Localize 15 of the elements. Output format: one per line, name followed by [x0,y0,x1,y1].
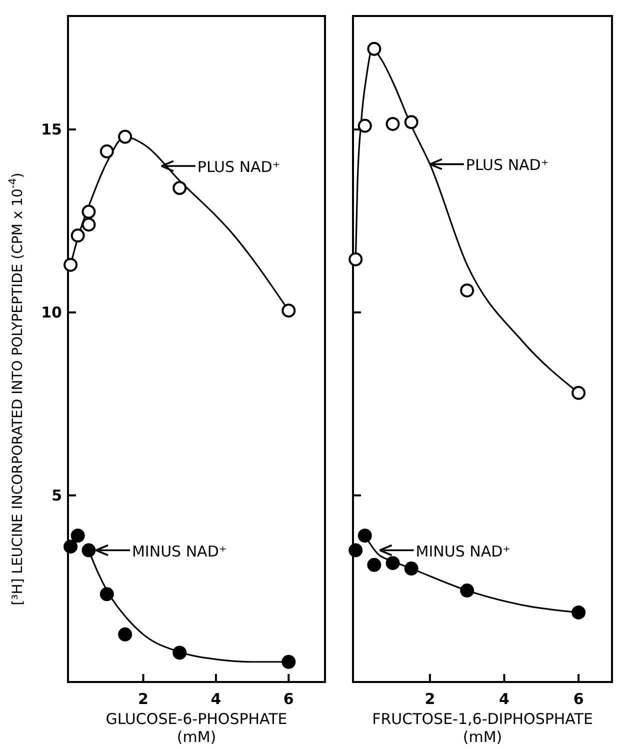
annotation: PLUS NAD⁺ [197,158,280,176]
x-tick-label: 2 [138,690,148,708]
x-tick-label: 6 [283,690,294,708]
x-tick-label: 6 [573,690,584,708]
annotation: MINUS NAD⁺ [132,542,227,560]
x-axis-title: GLUCOSE-6-PHOSPHATE (mM) [106,710,288,746]
y-tick-label: 5 [52,486,62,504]
y-tick-label: 15 [41,120,62,138]
annotation: MINUS NAD⁺ [416,542,511,560]
annotation: PLUS NAD⁺ [466,156,549,174]
x-axis-title: FRUCTOSE-1,6-DIPHOSPHATE (mM) [372,710,593,746]
x-tick-label: 4 [210,690,222,708]
y-tick-label: 10 [41,303,62,322]
x-tick-label: 2 [424,690,436,708]
x-tick-label: 4 [499,690,510,708]
